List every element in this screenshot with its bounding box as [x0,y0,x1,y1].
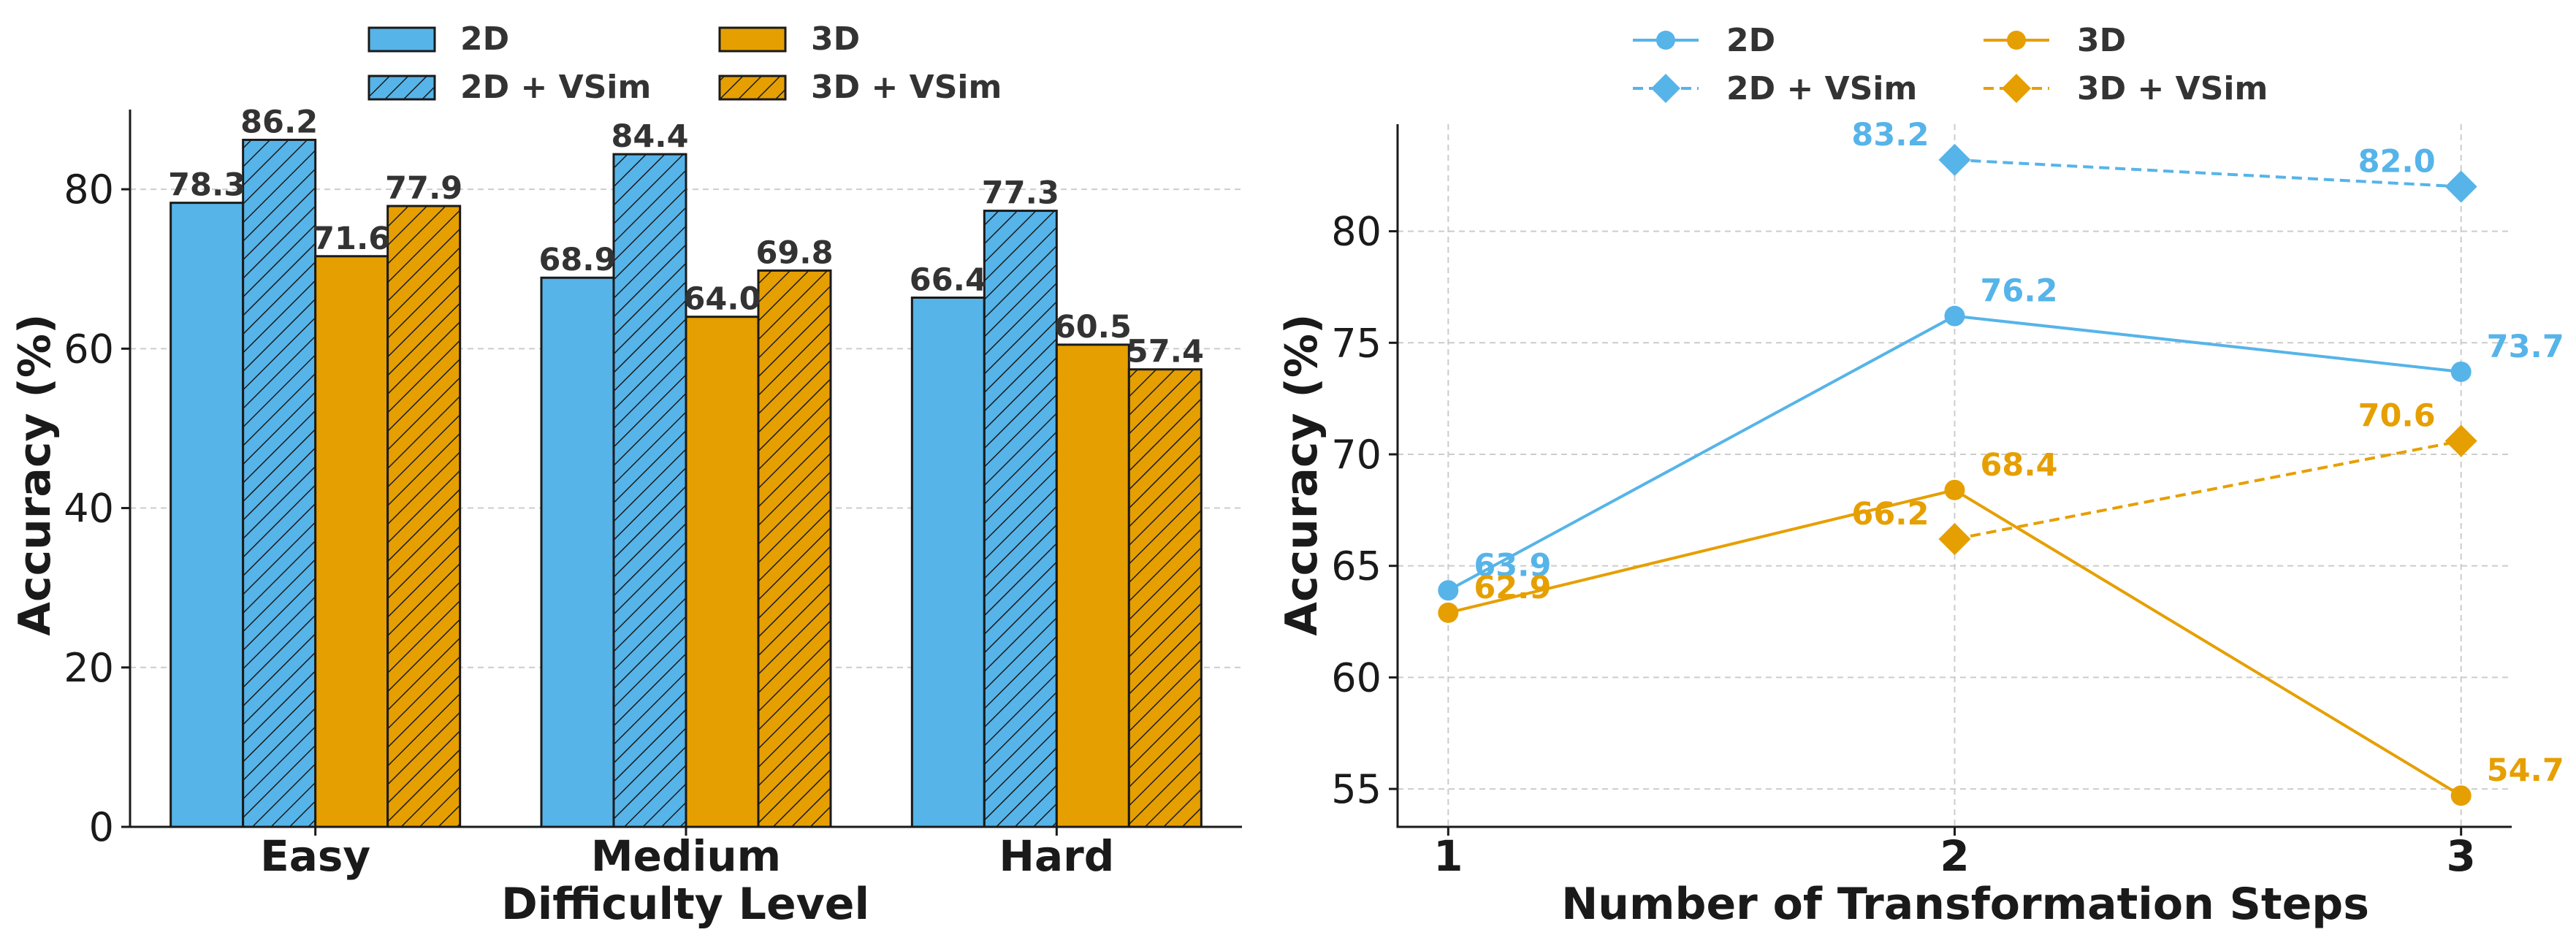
bar-chart-value-labels: 78.3 86.2 71.6 77.9 68.9 84.4 64.0 69.8 66.4 77.3… [168,104,1204,370]
bar-value-label: 57.4 [1127,334,1204,370]
line-point-2d [1438,580,1459,601]
bar-2d-vsim-easy [242,138,317,828]
bar-chart-y-axis-label: Accuracy (%) [9,314,61,636]
line-x-tick-label: 3 [2447,831,2476,881]
line-2d-vsim [1954,158,2461,188]
bar-chart-bars [169,138,1203,828]
line-point-2d-vsim [2444,170,2477,203]
bar-2d-medium [540,276,615,828]
bar-y-tick-label: 20 [64,645,114,691]
line-legend-marker [1656,31,1675,50]
line-value-label: 76.2 [1981,273,2058,310]
bar-value-label: 77.9 [385,170,462,207]
line-chart-gridlines [1398,124,2512,827]
bar-3d-medium [685,316,760,828]
bar-3d-hard [1055,343,1130,828]
bar-y-tick-label: 80 [64,167,114,213]
bar-legend-swatch [718,75,787,101]
line-y-tick-label: 75 [1331,320,1382,366]
bar-2d-hard [910,297,986,828]
line-chart-value-labels: 63.9 76.2 73.7 83.2 82.0 62.9 68.4 54.7 66.2 70.6 [1474,117,2564,789]
line-point-3d [2450,785,2472,806]
bar-value-label: 71.6 [313,221,390,257]
bar-chart-x-ticks: Easy Medium Hard [260,827,1114,881]
line-legend-label: 3D + VSim [2077,70,2268,107]
bar-x-tick-label: Easy [260,831,370,881]
bar-legend-label: 3D [811,20,860,58]
bar-x-tick-label: Medium [591,831,781,881]
bar-2d-easy [169,202,245,828]
bar-chart-x-axis-label: Difficulty Level [501,879,869,930]
line-value-label: 63.9 [1474,547,1551,584]
line-chart-y-ticks: 55 60 65 70 75 80 [1331,209,1398,812]
line-y-tick-label: 60 [1331,654,1382,700]
bar-value-label: 64.0 [683,281,761,318]
bar-value-label: 78.3 [168,167,245,204]
line-3d-vsim [1954,439,2462,541]
line-value-label: 70.6 [2358,398,2436,435]
line-legend-label: 3D [2077,22,2126,59]
line-legend-marker [1651,74,1680,103]
bar-x-tick-label: Hard [999,831,1114,881]
line-value-label: 68.4 [1981,447,2058,484]
line-value-label: 73.7 [2487,329,2564,365]
bar-value-label: 86.2 [240,104,318,140]
line-chart-axes [1396,124,2512,828]
bar-legend-swatch [367,75,436,101]
line-y-tick-label: 55 [1331,766,1382,812]
bar-value-label: 84.4 [611,118,688,155]
line-value-label: 62.9 [1474,570,1551,606]
bar-legend-label: 2D [460,20,509,58]
line-x-tick-label: 2 [1940,831,1969,881]
bar-chart-legend: 2D 2D + VSim 3D 3D + VSim [367,20,1002,106]
bar-value-label: 66.4 [910,262,987,299]
line-point-3d [1438,602,1459,623]
bar-value-label: 68.9 [538,242,616,278]
line-value-label: 54.7 [2487,752,2564,789]
bar-y-tick-label: 60 [64,326,114,372]
line-point-2d [1944,305,1965,327]
bar-y-tick-label: 0 [89,804,114,850]
line-legend-marker [2002,74,2031,103]
bar-3d-easy [314,255,389,828]
line-point-3d [1944,479,1965,500]
bar-3d-vsim-easy [386,205,462,828]
line-value-label: 66.2 [1851,496,1929,532]
line-y-tick-label: 80 [1331,209,1382,255]
line-chart-x-ticks: 1 2 3 [1433,827,2476,881]
line-y-tick-label: 65 [1331,543,1382,589]
bar-2d-vsim-medium [612,153,687,828]
bar-2d-vsim-hard [983,210,1058,828]
bar-3d-vsim-medium [757,269,832,828]
bar-legend-swatch [367,26,436,53]
line-legend-marker [2007,31,2026,50]
bar-legend-label: 2D + VSim [460,69,651,106]
bar-value-label: 69.8 [755,234,833,271]
line-chart-legend: 2D 2D + VSim 3D 3D + VSim [1633,22,2268,107]
line-point-2d [2450,361,2472,382]
line-axis-lines [1396,124,2512,828]
bar-y-tick-label: 40 [64,486,114,532]
bar-legend-label: 3D + VSim [811,69,1002,106]
bar-value-label: 77.3 [982,175,1059,212]
bar-legend-swatch [718,26,787,53]
line-x-tick-label: 1 [1433,831,1463,881]
line-point-2d-vsim [1938,143,1971,176]
line-value-label: 82.0 [2358,144,2436,180]
line-legend-label: 2D + VSim [1726,70,1917,107]
line-chart-series [1438,143,2477,806]
bar-chart-y-ticks: 0 20 40 60 80 [64,167,130,850]
line-chart-x-axis-label: Number of Transformation Steps [1561,879,2369,930]
line-value-label: 83.2 [1851,117,1929,153]
line-chart-y-axis-label: Accuracy (%) [1276,314,1327,636]
line-chart: 63.9 76.2 73.7 83.2 82.0 62.9 68.4 54.7 66.2 70.6… [1276,22,2564,930]
bar-value-label: 60.5 [1054,309,1132,345]
line-point-3d-vsim [1938,523,1971,556]
line-legend-label: 2D [1726,22,1775,59]
line-point-3d-vsim [2444,424,2477,457]
bar-3d-vsim-hard [1127,368,1203,828]
line-y-tick-label: 70 [1331,432,1382,478]
bar-chart: 78.3 86.2 71.6 77.9 68.9 84.4 64.0 69.8 66.4 77.3… [9,20,1242,930]
